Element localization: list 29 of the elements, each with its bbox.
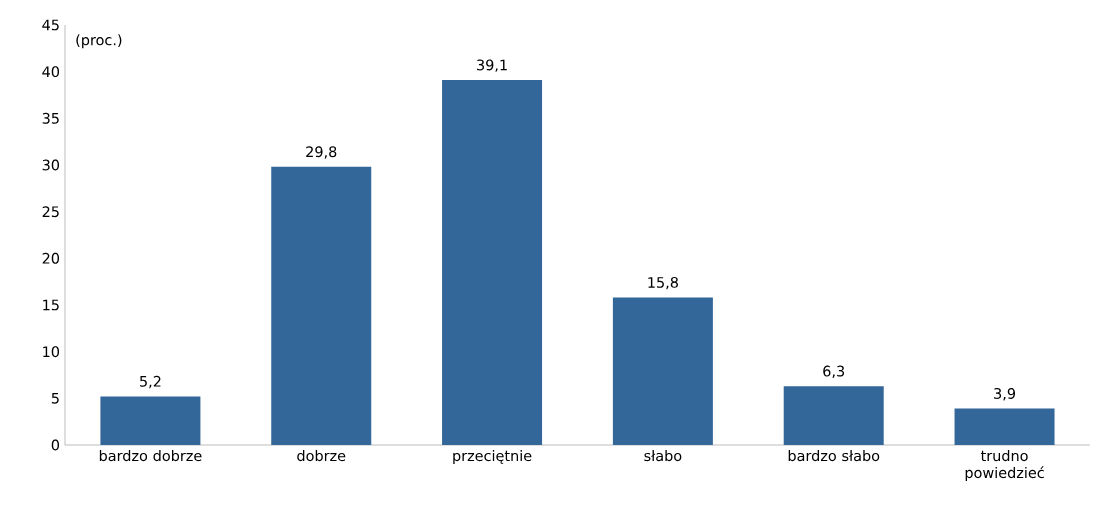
y-tick-label: 45 bbox=[42, 19, 59, 31]
bar bbox=[783, 386, 884, 445]
y-tick-label: 40 bbox=[42, 66, 60, 78]
y-tick-label: 25 bbox=[42, 206, 59, 218]
y-axis-title: (proc.) bbox=[76, 34, 122, 49]
x-tick-label: bardzo dobrze bbox=[99, 450, 202, 462]
x-tick-label: dobrze bbox=[297, 450, 346, 462]
data-label: 5,2 bbox=[140, 375, 161, 389]
x-tick-label: przeciętnie bbox=[453, 450, 532, 464]
x-tick-label: słabo bbox=[644, 450, 682, 462]
data-label: 6,3 bbox=[823, 365, 845, 378]
data-label: 15,8 bbox=[648, 276, 678, 290]
x-tick-label: trudno powiedzieć bbox=[965, 450, 1044, 481]
y-tick-label: 5 bbox=[51, 392, 59, 404]
bar bbox=[954, 408, 1055, 445]
bar bbox=[100, 396, 201, 445]
data-label: 39,1 bbox=[477, 59, 507, 72]
y-tick-label: 20 bbox=[42, 252, 60, 264]
bar bbox=[271, 166, 372, 445]
y-tick-label: 15 bbox=[43, 299, 59, 311]
bar bbox=[442, 80, 543, 445]
x-tick-label: bardzo słabo bbox=[788, 450, 880, 462]
y-tick-label: 0 bbox=[51, 439, 60, 451]
data-label: 29,8 bbox=[306, 146, 337, 159]
bar bbox=[612, 297, 713, 445]
y-tick-label: 35 bbox=[42, 112, 59, 124]
y-tick-label: 10 bbox=[43, 346, 60, 358]
y-tick-label: 30 bbox=[42, 159, 60, 171]
data-label: 3,9 bbox=[994, 387, 1015, 401]
